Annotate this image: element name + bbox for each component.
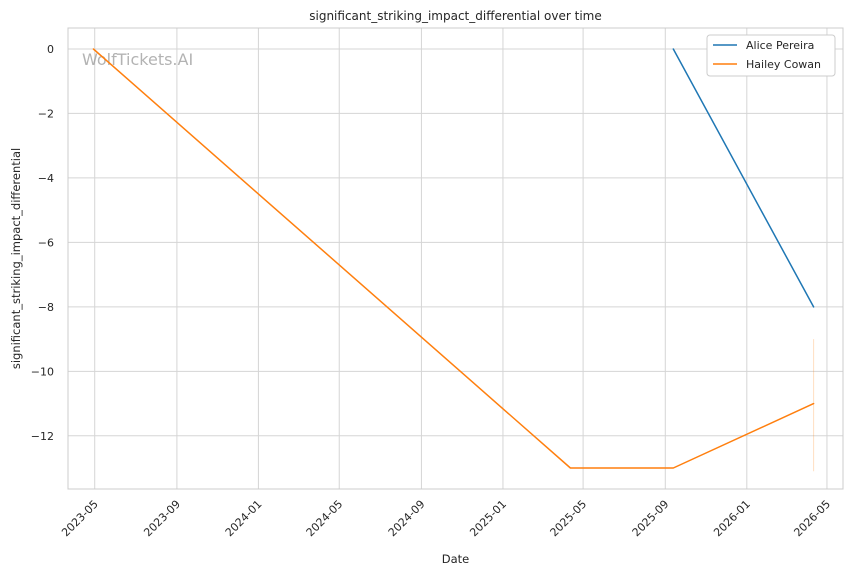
series-line bbox=[92, 48, 815, 469]
legend-entry: Hailey Cowan bbox=[746, 58, 821, 71]
chart-title: significant_striking_impact_differential… bbox=[309, 9, 601, 23]
y-tick-label: −12 bbox=[31, 430, 54, 443]
x-tick-label: 2024-05 bbox=[304, 498, 346, 540]
grid bbox=[68, 28, 843, 489]
x-tick-label: 2024-01 bbox=[223, 498, 265, 540]
y-axis-ticks: 0 −2 −4 −6 −8 −10 −12 bbox=[31, 43, 54, 443]
x-axis-label: Date bbox=[442, 552, 470, 566]
x-tick-label: 2025-05 bbox=[548, 498, 590, 540]
x-tick-label: 2025-09 bbox=[630, 498, 672, 540]
series-lines bbox=[92, 48, 815, 472]
y-tick-label: −4 bbox=[38, 172, 54, 185]
y-tick-label: 0 bbox=[47, 43, 54, 56]
legend-box bbox=[706, 34, 836, 77]
y-tick-label: −2 bbox=[38, 107, 54, 120]
y-tick-label: −10 bbox=[31, 365, 54, 378]
plot-area bbox=[67, 27, 844, 490]
legend-entry: Alice Pereira bbox=[746, 39, 814, 52]
x-tick-label: 2026-05 bbox=[791, 498, 833, 540]
x-tick-label: 2026-01 bbox=[711, 498, 753, 540]
legend: Alice Pereira Hailey Cowan bbox=[706, 34, 836, 77]
x-tick-label: 2025-01 bbox=[467, 498, 509, 540]
y-tick-label: −6 bbox=[38, 236, 54, 249]
series-line bbox=[672, 48, 815, 308]
x-tick-label: 2023-05 bbox=[59, 498, 101, 540]
y-axis-label: significant_striking_impact_differential bbox=[9, 148, 23, 369]
x-axis-ticks: 2023-05 2023-09 2024-01 2024-05 2024-09 2025-… bbox=[59, 498, 833, 540]
x-tick-label: 2024-09 bbox=[386, 498, 428, 540]
y-tick-label: −8 bbox=[38, 301, 54, 314]
x-tick-label: 2023-09 bbox=[141, 498, 183, 540]
